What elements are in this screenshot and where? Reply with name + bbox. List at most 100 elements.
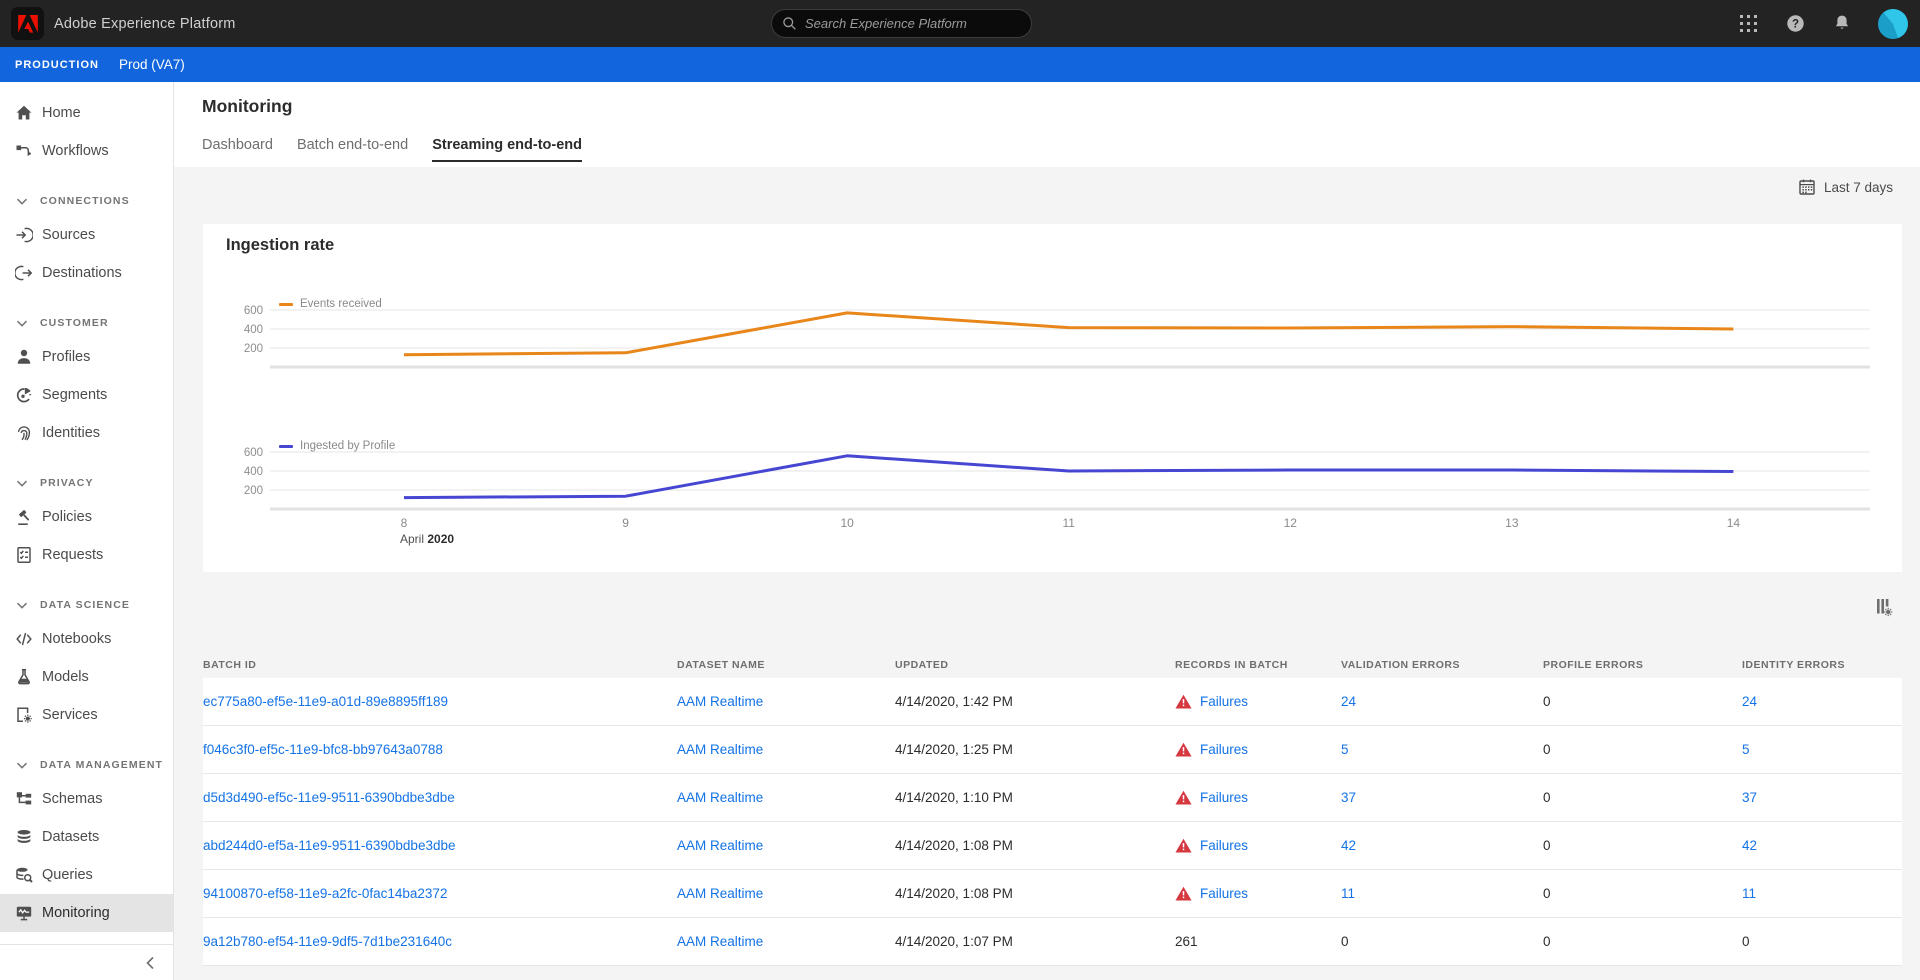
sidebar-item-services[interactable]: Services [0, 696, 173, 734]
sidebar-item-datasets[interactable]: Datasets [0, 818, 173, 856]
dataset-name-link[interactable]: AAM Realtime [677, 694, 764, 709]
svg-text:600: 600 [244, 447, 263, 459]
batch-id-link[interactable]: d5d3d490-ef5c-11e9-9511-6390bdbe3dbe [203, 790, 455, 805]
sidebar-item-workflows[interactable]: Workflows [0, 132, 173, 170]
sidebar-section-data-management[interactable]: DATA MANAGEMENT [0, 750, 173, 780]
column-header-validation-errors[interactable]: VALIDATION ERRORS [1341, 659, 1460, 671]
date-range-button[interactable]: Last 7 days [1798, 178, 1893, 196]
chevron-down-icon [16, 759, 28, 771]
column-header-batch-id[interactable]: BATCH ID [203, 659, 257, 671]
top-app-bar: Adobe Experience Platform [0, 0, 1920, 47]
table-row[interactable]: ec775a80-ef5e-11e9-a01d-89e8895ff189 AAM … [203, 678, 1902, 726]
column-header-identity-errors[interactable]: IDENTITY ERRORS [1742, 659, 1845, 671]
identity-errors-link[interactable]: 5 [1742, 742, 1750, 757]
failures-link[interactable]: Failures [1200, 694, 1249, 709]
help-button[interactable]: ? [1784, 13, 1806, 35]
schemas-icon [15, 790, 33, 808]
warning-icon [1175, 838, 1192, 853]
sidebar-item-destinations[interactable]: Destinations [0, 254, 173, 292]
sidebar-item-schemas[interactable]: Schemas [0, 780, 173, 818]
environment-type-label: PRODUCTION [15, 58, 99, 71]
tab-streaming-end-to-end[interactable]: Streaming end-to-end [432, 137, 583, 162]
table-row[interactable]: 9a12b780-ef54-11e9-9df5-7d1be231640c AAM … [203, 918, 1902, 966]
datasets-icon [15, 828, 33, 846]
sidebar-item-segments[interactable]: Segments [0, 376, 173, 414]
table-row[interactable]: d5d3d490-ef5c-11e9-9511-6390bdbe3dbe AAM … [203, 774, 1902, 822]
identity-errors-link[interactable]: 42 [1742, 838, 1758, 853]
x-tick-label: 13 [1505, 516, 1519, 530]
column-settings-button[interactable] [1871, 594, 1897, 620]
sidebar-item-profiles[interactable]: Profiles [0, 338, 173, 376]
batch-id-link[interactable]: ec775a80-ef5e-11e9-a01d-89e8895ff189 [203, 694, 448, 709]
app-switcher-button[interactable] [1737, 13, 1759, 35]
dataset-name-link[interactable]: AAM Realtime [677, 838, 764, 853]
sidebar-item-label: Policies [42, 509, 92, 525]
dataset-name-link[interactable]: AAM Realtime [677, 886, 764, 901]
failures-link[interactable]: Failures [1200, 790, 1249, 805]
identity-errors-link[interactable]: 24 [1742, 694, 1758, 709]
table-row[interactable]: 94100870-ef58-11e9-a2fc-0fac14ba2372 AAM … [203, 870, 1902, 918]
legend-label: Ingested by Profile [300, 440, 396, 452]
chevron-down-icon [16, 317, 28, 329]
tab-batch-end-to-end[interactable]: Batch end-to-end [296, 137, 409, 153]
batch-id-link[interactable]: f046c3f0-ef5c-11e9-bfc8-bb97643a0788 [203, 742, 443, 757]
sidebar-section-privacy[interactable]: PRIVACY [0, 468, 173, 498]
failures-link[interactable]: Failures [1200, 742, 1249, 757]
tab-dashboard[interactable]: Dashboard [202, 137, 273, 153]
batch-id-link[interactable]: 94100870-ef58-11e9-a2fc-0fac14ba2372 [203, 886, 448, 901]
sidebar-item-models[interactable]: Models [0, 658, 173, 696]
updated-timestamp: 4/14/2020, 1:07 PM [895, 934, 1013, 949]
validation-errors-link[interactable]: 42 [1341, 838, 1357, 853]
sidebar-item-identities[interactable]: Identities [0, 414, 173, 452]
avatar[interactable] [1878, 8, 1908, 39]
svg-text:600: 600 [244, 305, 263, 317]
notebooks-icon [15, 630, 33, 648]
sidebar-item-monitoring[interactable]: Monitoring [0, 894, 173, 932]
sidebar-section-customer[interactable]: CUSTOMER [0, 308, 173, 338]
dataset-name-link[interactable]: AAM Realtime [677, 742, 764, 757]
column-header-profile-errors[interactable]: PROFILE ERRORS [1543, 659, 1644, 671]
column-header-updated[interactable]: UPDATED [895, 659, 949, 671]
table-row[interactable]: abd244d0-ef5a-11e9-9511-6390bdbe3dbe AAM … [203, 822, 1902, 870]
identity-errors-link[interactable]: 37 [1742, 790, 1758, 805]
column-header-records-in-batch[interactable]: RECORDS IN BATCH [1175, 659, 1288, 671]
environment-switcher[interactable]: Prod (VA7) [118, 57, 185, 72]
sidebar-item-label: Models [42, 669, 89, 685]
validation-errors-link[interactable]: 5 [1341, 742, 1349, 757]
sidebar-item-sources[interactable]: Sources [0, 216, 173, 254]
sidebar-item-queries[interactable]: Queries [0, 856, 173, 894]
destinations-icon [15, 264, 33, 282]
sidebar-section-data-science[interactable]: DATA SCIENCE [0, 590, 173, 620]
home-icon [15, 104, 33, 122]
sidebar-item-requests[interactable]: Requests [0, 536, 173, 574]
validation-errors-link[interactable]: 11 [1341, 886, 1356, 901]
updated-timestamp: 4/14/2020, 1:10 PM [895, 790, 1013, 805]
legend-dash-icon [279, 302, 293, 306]
batch-id-link[interactable]: abd244d0-ef5a-11e9-9511-6390bdbe3dbe [203, 838, 456, 853]
sidebar-item-notebooks[interactable]: Notebooks [0, 620, 173, 658]
svg-text:200: 200 [244, 343, 263, 355]
sidebar-item-label: Schemas [42, 791, 103, 807]
sidebar-item-home[interactable]: Home [0, 94, 173, 132]
column-header-dataset-name[interactable]: DATASET NAME [677, 659, 765, 671]
batch-id-link[interactable]: 9a12b780-ef54-11e9-9df5-7d1be231640c [203, 934, 452, 949]
x-tick-label: 14 [1726, 516, 1741, 530]
identity-errors-link[interactable]: 11 [1742, 886, 1757, 901]
failures-link[interactable]: Failures [1200, 886, 1249, 901]
dataset-name-link[interactable]: AAM Realtime [677, 790, 764, 805]
notifications-button[interactable] [1831, 13, 1853, 35]
sidebar-section-connections[interactable]: CONNECTIONS [0, 186, 173, 216]
sidebar-section-label: CONNECTIONS [40, 195, 130, 207]
sidebar-item-policies[interactable]: Policies [0, 498, 173, 536]
validation-errors-link[interactable]: 24 [1341, 694, 1357, 709]
adobe-logo[interactable] [11, 7, 44, 40]
collapse-sidebar-button[interactable] [141, 954, 159, 972]
validation-errors-link[interactable]: 37 [1341, 790, 1357, 805]
table-row[interactable]: f046c3f0-ef5c-11e9-bfc8-bb97643a0788 AAM … [203, 726, 1902, 774]
search-input[interactable] [805, 16, 1021, 31]
dataset-name-link[interactable]: AAM Realtime [677, 934, 764, 949]
warning-icon [1175, 694, 1192, 709]
failures-link[interactable]: Failures [1200, 838, 1249, 853]
services-icon [15, 706, 33, 724]
svg-text:400: 400 [244, 324, 263, 336]
